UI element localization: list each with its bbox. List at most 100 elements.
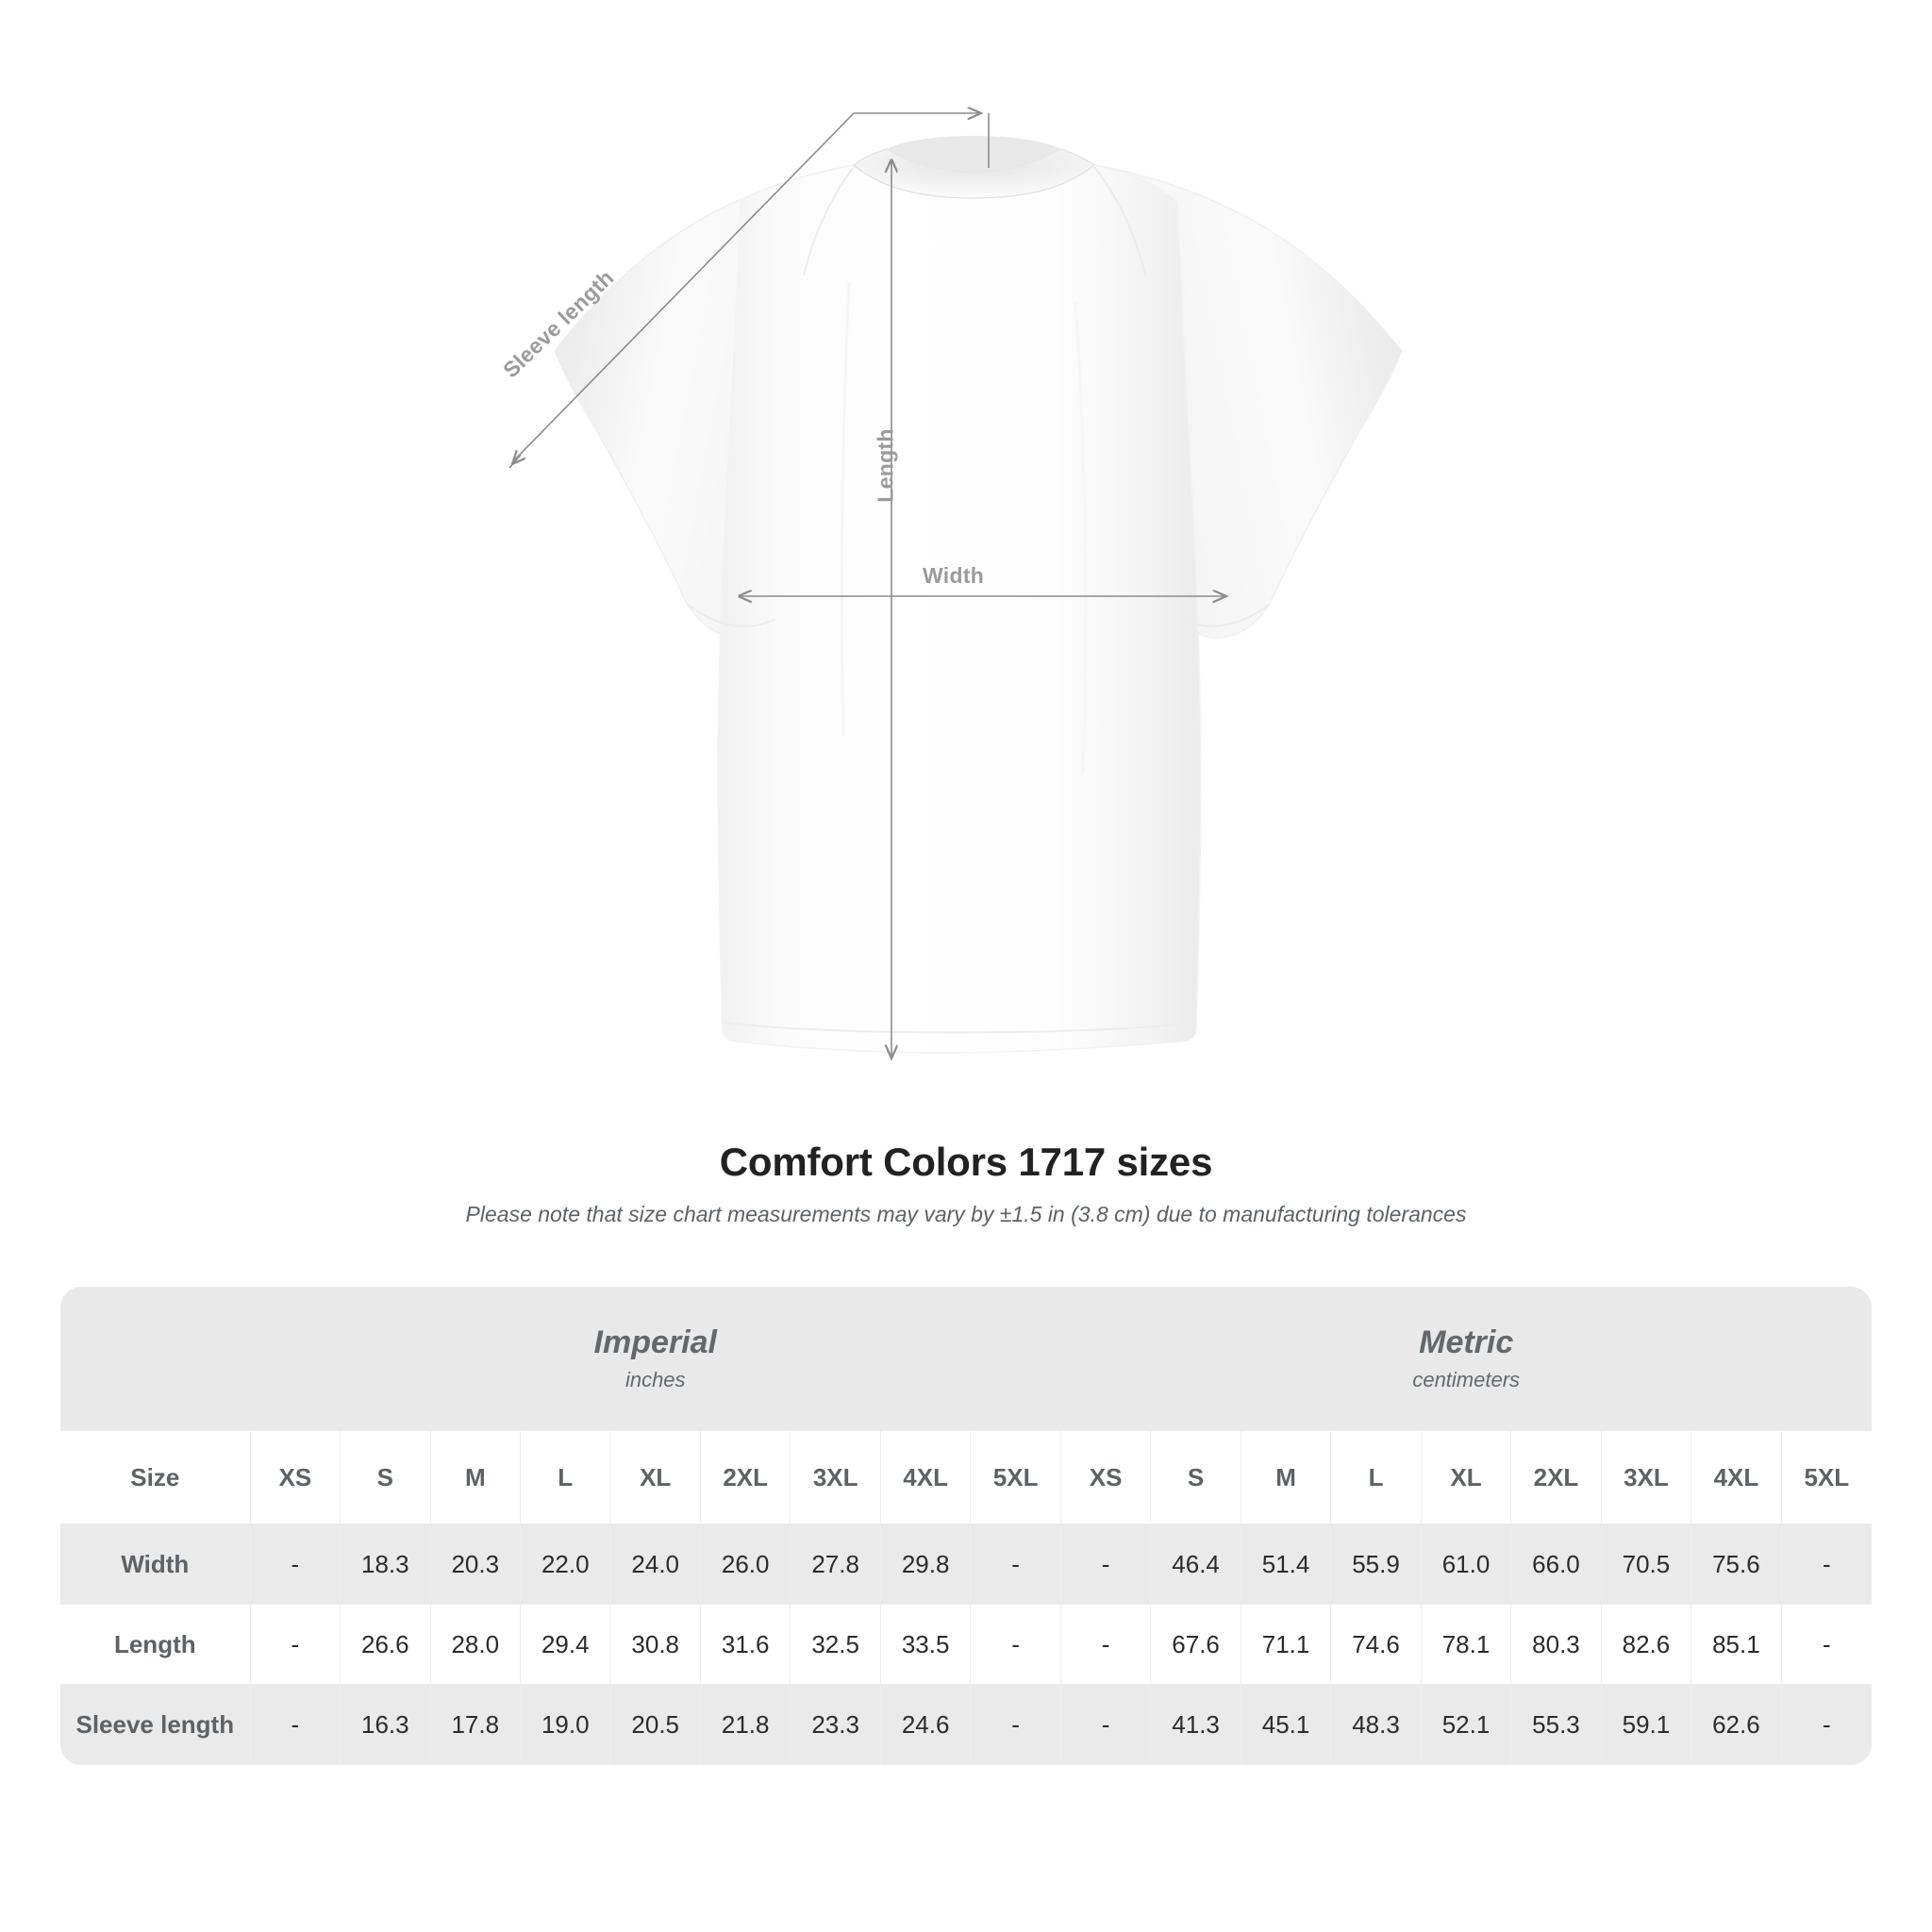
- cell-sleeve-length-imperial-5xl: -: [970, 1684, 1061, 1765]
- size-header-metric-xl: XL: [1420, 1430, 1512, 1524]
- cell-width-metric-3xl: 70.5: [1600, 1524, 1692, 1605]
- size-header-imperial-4xl: 4XL: [879, 1430, 972, 1524]
- row-label-sleeve-length: Sleeve length: [60, 1684, 251, 1765]
- cell-sleeve-length-metric-s: 41.3: [1150, 1684, 1241, 1765]
- size-header-imperial-l: L: [520, 1430, 611, 1524]
- unit-subtitle: inches: [625, 1367, 686, 1391]
- cell-width-imperial-3xl: 27.8: [790, 1524, 881, 1605]
- fold-left: [840, 282, 851, 737]
- cell-width-imperial-4xl: 29.8: [879, 1524, 972, 1605]
- size-header-metric-xs: XS: [1059, 1430, 1152, 1524]
- width-label: Width: [923, 563, 985, 588]
- size-header-row: Size XS S M L XL 2XL 3XL 4XL 5XL XS S M L XL 2XL 3XL 4XL 5…: [60, 1430, 1872, 1524]
- cell-sleeve-length-imperial-3xl: 23.3: [790, 1684, 881, 1765]
- size-header-metric-m: M: [1240, 1430, 1332, 1524]
- cell-width-metric-5xl: -: [1780, 1524, 1872, 1605]
- tshirt-illustration-svg: [508, 0, 1403, 1123]
- chart-heading: Comfort Colors 1717 sizes Please note th…: [0, 1140, 1932, 1227]
- cell-width-metric-xs: -: [1059, 1524, 1152, 1605]
- cell-sleeve-length-metric-4xl: 62.6: [1690, 1684, 1782, 1765]
- cell-length-metric-2xl: 80.3: [1510, 1604, 1602, 1685]
- unit-name: Imperial: [593, 1324, 717, 1361]
- cell-sleeve-length-metric-m: 45.1: [1240, 1684, 1332, 1765]
- table-row: Length -26.6 28.0 29.4 30.8 31.6 32.5 33.5- -67.…: [60, 1604, 1872, 1685]
- neck-opening: [887, 136, 1060, 172]
- cell-width-imperial-xs: -: [249, 1524, 341, 1605]
- cell-width-metric-l: 55.9: [1330, 1524, 1422, 1605]
- size-header-imperial-3xl: 3XL: [790, 1430, 881, 1524]
- size-header-metric-2xl: 2XL: [1510, 1430, 1602, 1524]
- fold-right: [1074, 301, 1088, 774]
- cell-length-imperial-l: 29.4: [520, 1604, 611, 1685]
- cell-sleeve-length-metric-xs: -: [1059, 1684, 1152, 1765]
- cell-width-imperial-l: 22.0: [520, 1524, 611, 1605]
- cell-sleeve-length-imperial-s: 16.3: [340, 1684, 431, 1765]
- cell-width-imperial-xl: 24.0: [609, 1524, 701, 1605]
- cell-length-metric-3xl: 82.6: [1600, 1604, 1692, 1685]
- cell-length-imperial-xs: -: [249, 1604, 341, 1685]
- size-header-imperial-2xl: 2XL: [699, 1430, 791, 1524]
- tshirt-body: [717, 164, 1202, 1054]
- cell-length-metric-l: 74.6: [1330, 1604, 1422, 1685]
- cell-sleeve-length-imperial-2xl: 21.8: [699, 1684, 791, 1765]
- size-header-metric-s: S: [1150, 1430, 1241, 1524]
- cell-length-imperial-3xl: 32.5: [790, 1604, 881, 1685]
- cell-sleeve-length-metric-xl: 52.1: [1420, 1684, 1512, 1765]
- unit-banner-row: Imperial inches Metric centimeters: [60, 1287, 1872, 1431]
- row-label-width: Width: [60, 1524, 251, 1605]
- size-header-metric-l: L: [1330, 1430, 1422, 1524]
- cell-sleeve-length-metric-3xl: 59.1: [1600, 1684, 1692, 1765]
- table-row: Width -18.3 20.3 22.0 24.0 26.0 27.8 29.8- -46.4…: [60, 1524, 1872, 1605]
- cell-sleeve-length-metric-5xl: -: [1780, 1684, 1872, 1765]
- cell-length-metric-4xl: 85.1: [1690, 1604, 1782, 1685]
- cell-width-imperial-m: 20.3: [429, 1524, 522, 1605]
- size-header-metric-3xl: 3XL: [1600, 1430, 1692, 1524]
- cell-sleeve-length-metric-2xl: 55.3: [1510, 1684, 1602, 1765]
- cell-sleeve-length-imperial-xs: -: [249, 1684, 341, 1765]
- tshirt-shape: [554, 136, 1403, 1054]
- size-chart-table-wrapper: Imperial inches Metric centimeters Size XS S M L…: [60, 1287, 1872, 1765]
- cell-width-metric-2xl: 66.0: [1510, 1524, 1602, 1605]
- cell-length-metric-s: 67.6: [1150, 1604, 1241, 1685]
- cell-length-imperial-s: 26.6: [340, 1604, 431, 1685]
- row-label-length: Length: [60, 1604, 251, 1685]
- cell-width-imperial-2xl: 26.0: [699, 1524, 791, 1605]
- cell-sleeve-length-imperial-m: 17.8: [429, 1684, 522, 1765]
- size-header-metric-4xl: 4XL: [1690, 1430, 1782, 1524]
- size-header-imperial-xs: XS: [249, 1430, 341, 1524]
- length-label: Length: [873, 428, 898, 503]
- size-chart-table: Imperial inches Metric centimeters Size XS S M L…: [60, 1287, 1872, 1765]
- left-sleeve-hem: [686, 603, 776, 627]
- cell-width-metric-m: 51.4: [1240, 1524, 1332, 1605]
- cell-width-imperial-5xl: -: [970, 1524, 1061, 1605]
- cell-sleeve-length-metric-l: 48.3: [1330, 1684, 1422, 1765]
- bottom-hem: [724, 1022, 1195, 1034]
- sleeve-end-arrow: [512, 455, 521, 464]
- unit-name: Metric: [1419, 1324, 1514, 1361]
- cell-length-imperial-2xl: 31.6: [699, 1604, 791, 1685]
- cell-length-metric-xl: 78.1: [1420, 1604, 1512, 1685]
- unit-banner-spacer: [60, 1287, 251, 1431]
- tolerance-note: Please note that size chart measurements…: [465, 1202, 1467, 1226]
- size-header-metric-5xl: 5XL: [1780, 1430, 1872, 1524]
- cell-length-metric-m: 71.1: [1240, 1604, 1332, 1685]
- cell-sleeve-length-imperial-l: 19.0: [520, 1684, 611, 1765]
- sleeve-diagonal-line: [511, 112, 855, 463]
- cell-length-metric-5xl: -: [1780, 1604, 1872, 1685]
- table-row: Sleeve length -16.3 17.8 19.0 20.5 21.8 23.3 24…: [60, 1684, 1872, 1765]
- cell-sleeve-length-imperial-4xl: 24.6: [879, 1684, 972, 1765]
- unit-subtitle: centimeters: [1412, 1367, 1521, 1391]
- cell-width-metric-s: 46.4: [1150, 1524, 1241, 1605]
- sleeve-length-dimension: [508, 112, 990, 469]
- tshirt-diagram: Sleeve length Length Width: [497, 0, 1403, 1123]
- cell-length-metric-xs: -: [1059, 1604, 1152, 1685]
- cell-width-metric-4xl: 75.6: [1690, 1524, 1782, 1605]
- cell-length-imperial-4xl: 33.5: [879, 1604, 972, 1685]
- cell-length-imperial-m: 28.0: [429, 1604, 522, 1685]
- right-shoulder-seam: [1093, 166, 1146, 276]
- size-header-imperial-5xl: 5XL: [970, 1430, 1061, 1524]
- left-shoulder-seam: [803, 166, 855, 276]
- right-sleeve-hem: [1180, 603, 1271, 627]
- cell-length-imperial-xl: 30.8: [609, 1604, 701, 1685]
- size-header-label: Size: [60, 1430, 251, 1524]
